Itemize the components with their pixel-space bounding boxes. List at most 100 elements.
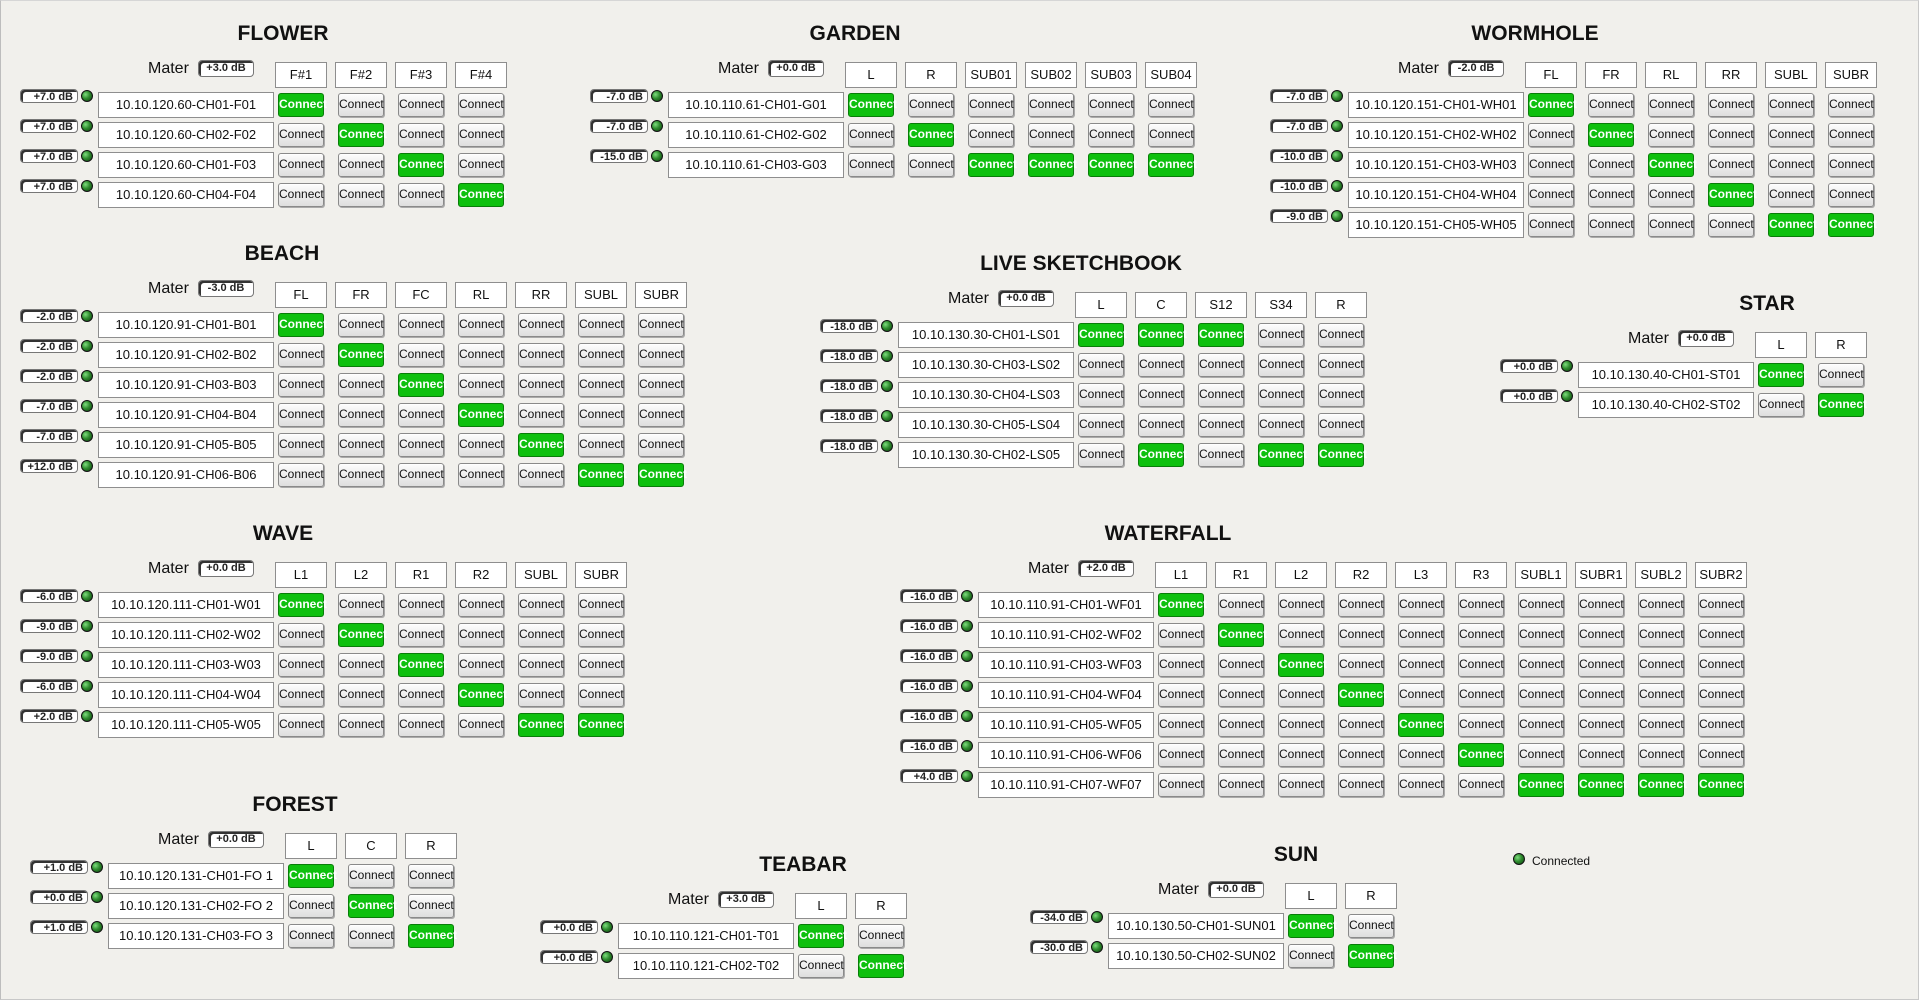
connect-button[interactable]: Connect: [398, 713, 444, 737]
connect-button[interactable]: Connect: [278, 153, 324, 177]
connect-button[interactable]: Connect: [278, 123, 324, 147]
connect-button[interactable]: Connect: [338, 313, 384, 337]
connect-button[interactable]: Connect: [1338, 713, 1384, 737]
connect-button[interactable]: Connect: [288, 894, 334, 918]
connect-button[interactable]: Connect: [578, 463, 627, 487]
connect-button[interactable]: Connect: [1698, 623, 1744, 647]
connect-button[interactable]: Connect: [1288, 944, 1334, 968]
connect-button[interactable]: Connect: [1398, 683, 1444, 707]
connect-button[interactable]: Connect: [1028, 153, 1077, 177]
connect-button[interactable]: Connect: [1088, 93, 1134, 117]
connect-button[interactable]: Connect: [1338, 683, 1387, 707]
connect-button[interactable]: Connect: [1528, 183, 1574, 207]
connect-button[interactable]: Connect: [1338, 743, 1384, 767]
connect-button[interactable]: Connect: [338, 593, 384, 617]
connect-button[interactable]: Connect: [1578, 743, 1624, 767]
connect-button[interactable]: Connect: [1458, 713, 1504, 737]
connect-button[interactable]: Connect: [1338, 593, 1384, 617]
connect-button[interactable]: Connect: [1518, 743, 1564, 767]
connect-button[interactable]: Connect: [968, 153, 1017, 177]
connect-button[interactable]: Connect: [458, 93, 504, 117]
connect-button[interactable]: Connect: [1588, 93, 1634, 117]
connect-button[interactable]: Connect: [398, 653, 447, 677]
connect-button[interactable]: Connect: [518, 433, 567, 457]
connect-button[interactable]: Connect: [1458, 593, 1504, 617]
connect-button[interactable]: Connect: [638, 403, 684, 427]
connect-button[interactable]: Connect: [968, 123, 1014, 147]
connect-button[interactable]: Connect: [1698, 683, 1744, 707]
connect-button[interactable]: Connect: [1278, 653, 1327, 677]
connect-button[interactable]: Connect: [338, 463, 384, 487]
connect-button[interactable]: Connect: [1158, 773, 1204, 797]
connect-button[interactable]: Connect: [1828, 123, 1874, 147]
connect-button[interactable]: Connect: [1458, 743, 1507, 767]
connect-button[interactable]: Connect: [458, 183, 507, 207]
connect-button[interactable]: Connect: [348, 924, 394, 948]
connect-button[interactable]: Connect: [1288, 914, 1337, 938]
connect-button[interactable]: Connect: [338, 183, 384, 207]
connect-button[interactable]: Connect: [518, 683, 564, 707]
connect-button[interactable]: Connect: [1698, 653, 1744, 677]
connect-button[interactable]: Connect: [1258, 383, 1304, 407]
connect-button[interactable]: Connect: [278, 433, 324, 457]
connect-button[interactable]: Connect: [1028, 93, 1074, 117]
connect-button[interactable]: Connect: [458, 153, 504, 177]
connect-button[interactable]: Connect: [1158, 743, 1204, 767]
connect-button[interactable]: Connect: [398, 183, 444, 207]
connect-button[interactable]: Connect: [1148, 153, 1197, 177]
connect-button[interactable]: Connect: [458, 313, 504, 337]
connect-button[interactable]: Connect: [638, 313, 684, 337]
connect-button[interactable]: Connect: [1588, 153, 1634, 177]
connect-button[interactable]: Connect: [1708, 213, 1754, 237]
connect-button[interactable]: Connect: [1278, 593, 1324, 617]
connect-button[interactable]: Connect: [848, 93, 897, 117]
connect-button[interactable]: Connect: [1278, 623, 1324, 647]
connect-button[interactable]: Connect: [408, 864, 454, 888]
connect-button[interactable]: Connect: [398, 93, 444, 117]
connect-button[interactable]: Connect: [518, 593, 564, 617]
connect-button[interactable]: Connect: [1828, 213, 1877, 237]
connect-button[interactable]: Connect: [458, 343, 504, 367]
connect-button[interactable]: Connect: [1218, 593, 1264, 617]
connect-button[interactable]: Connect: [578, 623, 624, 647]
connect-button[interactable]: Connect: [408, 894, 454, 918]
connect-button[interactable]: Connect: [458, 713, 504, 737]
connect-button[interactable]: Connect: [278, 403, 324, 427]
connect-button[interactable]: Connect: [1398, 653, 1444, 677]
connect-button[interactable]: Connect: [578, 653, 624, 677]
connect-button[interactable]: Connect: [1698, 593, 1744, 617]
connect-button[interactable]: Connect: [1158, 593, 1207, 617]
connect-button[interactable]: Connect: [638, 433, 684, 457]
connect-button[interactable]: Connect: [398, 683, 444, 707]
connect-button[interactable]: Connect: [1528, 93, 1577, 117]
connect-button[interactable]: Connect: [1648, 153, 1697, 177]
connect-button[interactable]: Connect: [458, 433, 504, 457]
connect-button[interactable]: Connect: [1338, 653, 1384, 677]
connect-button[interactable]: Connect: [1158, 683, 1204, 707]
connect-button[interactable]: Connect: [1638, 623, 1684, 647]
connect-button[interactable]: Connect: [1828, 93, 1874, 117]
connect-button[interactable]: Connect: [798, 954, 844, 978]
connect-button[interactable]: Connect: [1218, 713, 1264, 737]
connect-button[interactable]: Connect: [338, 343, 387, 367]
connect-button[interactable]: Connect: [1648, 183, 1694, 207]
connect-button[interactable]: Connect: [338, 683, 384, 707]
connect-button[interactable]: Connect: [398, 373, 447, 397]
connect-button[interactable]: Connect: [638, 343, 684, 367]
connect-button[interactable]: Connect: [1758, 393, 1804, 417]
connect-button[interactable]: Connect: [638, 463, 687, 487]
connect-button[interactable]: Connect: [908, 153, 954, 177]
connect-button[interactable]: Connect: [1768, 153, 1814, 177]
connect-button[interactable]: Connect: [1638, 773, 1687, 797]
connect-button[interactable]: Connect: [1458, 683, 1504, 707]
connect-button[interactable]: Connect: [518, 373, 564, 397]
connect-button[interactable]: Connect: [278, 713, 324, 737]
connect-button[interactable]: Connect: [278, 313, 327, 337]
connect-button[interactable]: Connect: [1348, 914, 1394, 938]
connect-button[interactable]: Connect: [1578, 623, 1624, 647]
connect-button[interactable]: Connect: [1638, 653, 1684, 677]
connect-button[interactable]: Connect: [1158, 623, 1204, 647]
connect-button[interactable]: Connect: [578, 403, 624, 427]
connect-button[interactable]: Connect: [398, 403, 444, 427]
connect-button[interactable]: Connect: [458, 373, 504, 397]
